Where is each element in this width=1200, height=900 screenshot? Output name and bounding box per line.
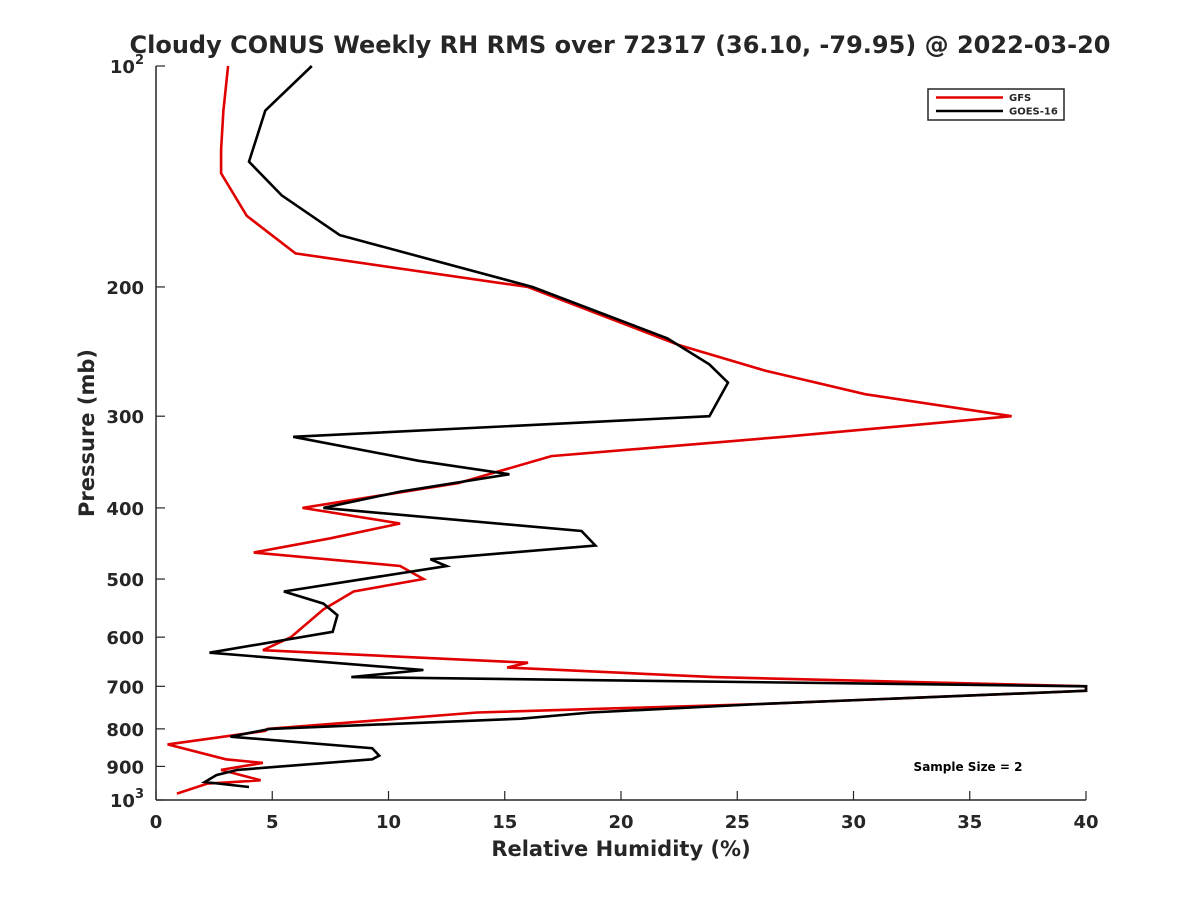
- x-axis-label: Relative Humidity (%): [491, 837, 750, 861]
- y-tick-label: 400: [106, 499, 144, 520]
- legend-label-gfs: GFS: [1009, 93, 1031, 104]
- y-axis-label: Pressure (mb): [75, 349, 99, 517]
- chart-title: Cloudy CONUS Weekly RH RMS over 72317 (3…: [130, 31, 1111, 59]
- x-tick-label: 10: [376, 812, 401, 833]
- y-tick-label: 900: [106, 757, 144, 778]
- x-tick-label: 35: [957, 812, 982, 833]
- x-tick-label: 15: [492, 812, 517, 833]
- legend-label-goes-16: GOES-16: [1009, 107, 1058, 118]
- y-tick-label: 500: [106, 570, 144, 591]
- x-tick-label: 40: [1073, 812, 1098, 833]
- x-tick-label: 25: [725, 812, 750, 833]
- x-tick-label: 30: [841, 812, 866, 833]
- y-ticks: 102 200 300 400 500 600 700 800 900 103: [106, 53, 165, 812]
- legend: GFS GOES-16: [927, 88, 1065, 121]
- x-ticks: 0 5 10 15 20 25 30 35 40: [150, 791, 1099, 833]
- y-tick-label: 103: [110, 787, 144, 812]
- x-tick-label: 0: [150, 812, 163, 833]
- sample-size-annotation: Sample Size = 2: [914, 760, 1023, 774]
- y-tick-label: 200: [106, 278, 144, 299]
- y-tick-label: 700: [106, 677, 144, 698]
- x-tick-label: 20: [608, 812, 633, 833]
- legend-box: [927, 88, 1065, 121]
- y-tick-label: 800: [106, 720, 144, 741]
- series-line-goes-16: [200, 65, 1088, 789]
- x-tick-label: 5: [266, 812, 279, 833]
- y-tick-label: 300: [106, 407, 144, 428]
- y-tick-label: 600: [106, 628, 144, 649]
- series-lines: [167, 65, 1088, 795]
- y-tick-label: 102: [110, 53, 144, 78]
- series-line-gfs: [167, 65, 1088, 795]
